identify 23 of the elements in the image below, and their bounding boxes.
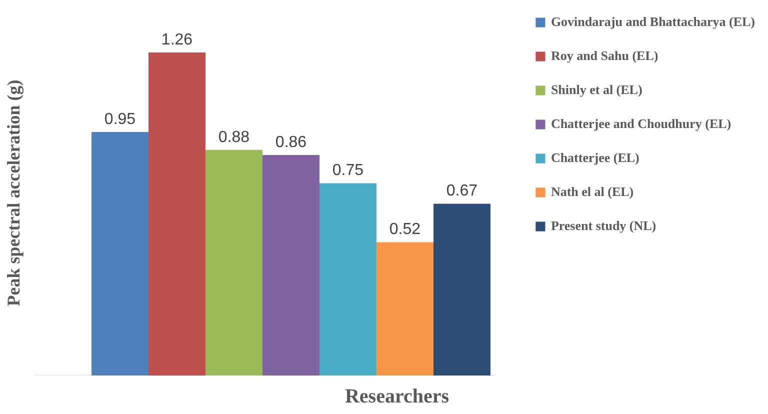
data-label: 0.75 bbox=[332, 162, 364, 180]
bar bbox=[376, 242, 434, 376]
data-label: 1.26 bbox=[161, 31, 193, 48]
bar bbox=[433, 204, 490, 376]
x-axis-title: Researchers bbox=[344, 386, 450, 408]
legend-label: Shinly et al (EL) bbox=[550, 82, 642, 98]
legend-label: Present study (NL) bbox=[550, 218, 656, 234]
data-label: 0.52 bbox=[389, 221, 421, 238]
bar bbox=[205, 150, 262, 376]
data-label: 0.86 bbox=[275, 134, 307, 152]
legend-label: Govindaraju and Bhattacharya (EL) bbox=[550, 14, 755, 30]
legend-label: Chatterjee and Choudhury (EL) bbox=[550, 116, 732, 132]
y-axis-title: Peak spectral acceleration (g) bbox=[4, 80, 24, 306]
legend-label: Nath el al (EL) bbox=[550, 184, 634, 200]
legend-label: Roy and Sahu (EL) bbox=[550, 48, 658, 64]
data-label: 0.95 bbox=[104, 110, 136, 128]
bar bbox=[262, 155, 320, 376]
bar bbox=[91, 132, 148, 376]
data-label: 0.67 bbox=[446, 182, 478, 200]
legend-label: Chatterjee (EL) bbox=[550, 150, 640, 166]
bar bbox=[319, 183, 376, 376]
data-label: 0.88 bbox=[218, 128, 250, 146]
bar bbox=[148, 52, 206, 376]
